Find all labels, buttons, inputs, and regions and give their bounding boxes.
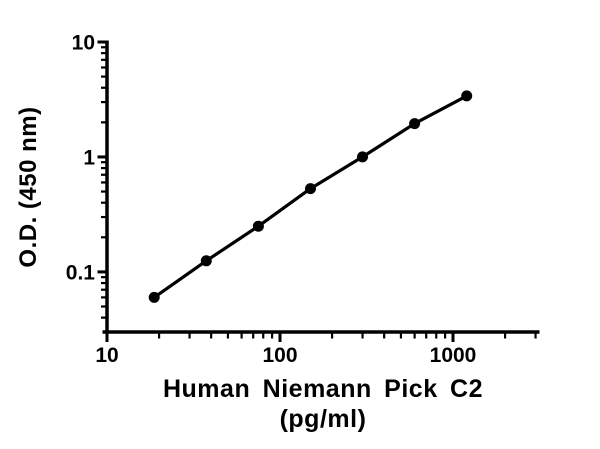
data-point-marker [252, 220, 264, 232]
data-point-marker [409, 118, 421, 130]
x-tick-label: 10 [95, 344, 118, 367]
data-series-layer [148, 90, 473, 303]
ticks-layer: 10 100 1000 0.1 1 10 [66, 32, 537, 367]
data-point-marker [461, 90, 473, 102]
x-tick-label: 1000 [430, 344, 477, 367]
data-point-marker [148, 291, 160, 303]
standard-curve-line [152, 94, 469, 299]
data-point-marker [305, 183, 316, 195]
y-axis-title: O.D. (450 nm) [15, 106, 42, 267]
y-tick-label: 0.1 [66, 261, 96, 284]
y-tick-label: 1 [83, 146, 95, 169]
axes-layer [102, 40, 540, 334]
data-point-marker [357, 151, 368, 163]
y-tick-label: 10 [72, 32, 95, 55]
data-point-marker [200, 255, 212, 267]
x-tick-label: 100 [262, 344, 297, 367]
x-axis-title-line2: (pg/ml) [280, 405, 367, 433]
x-axis-title-line1: Human Niemann Pick C2 [163, 375, 483, 403]
